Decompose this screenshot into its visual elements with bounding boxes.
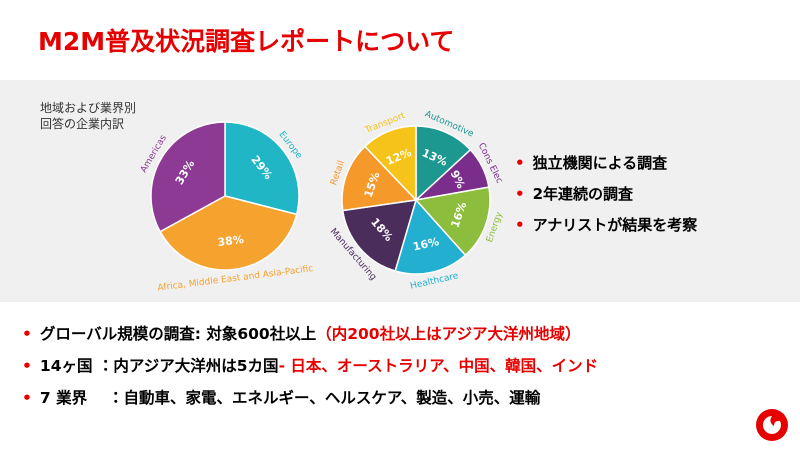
- chart-caption: 地域および業界別 回答の企業内訳: [40, 100, 136, 132]
- bullet-dot: •: [515, 185, 525, 203]
- pie-slice: [415, 125, 472, 202]
- bullet-text: 2年連続の調査: [532, 185, 634, 203]
- pie-slice: [159, 195, 298, 271]
- bullet-text: - 日本、オーストラリア、中国、韓国、インド: [278, 357, 599, 375]
- value-label: 38%: [217, 233, 245, 249]
- bullet-dot: •: [515, 216, 525, 234]
- slide-title: M2M普及状況調査レポートについて: [38, 27, 455, 56]
- bullet-text: （内200社以上はアジア大洋州地域）: [316, 325, 581, 343]
- bullet-text: アナリストが結果を考察: [532, 216, 698, 234]
- bullet-text: 7 業界 ：自動車、家電、エネルギー、ヘルスケア、製造、小売、運輸: [39, 389, 541, 407]
- logo: [756, 409, 788, 441]
- caption-line: 回答の企業内訳: [40, 117, 125, 131]
- bullet-item: • 14ヶ国 ：内アジア大洋州は5カ国- 日本、オーストラリア、中国、韓国、インド: [22, 350, 598, 382]
- bullet-dot: •: [515, 154, 525, 172]
- bullet-item: • 7 業界 ：自動車、家電、エネルギー、ヘルスケア、製造、小売、運輸: [22, 382, 598, 414]
- bullet-text: 独立機関による調査: [532, 154, 668, 172]
- bullet-item: • グローバル規模の調査: 対象600社以上（内200社以上はアジア大洋州地域）: [22, 318, 598, 350]
- side-bullets: • 独立機関による調査 • 2年連続の調査 • アナリストが結果を考察: [515, 148, 697, 241]
- pie-slice: [363, 125, 417, 202]
- pie-slice: [341, 199, 418, 272]
- pie-slice: [414, 186, 491, 257]
- bullet-dot: •: [22, 357, 32, 375]
- bullet-item: • 2年連続の調査: [515, 179, 697, 210]
- bullet-item: • アナリストが結果を考察: [515, 210, 697, 241]
- bullet-dot: •: [22, 325, 32, 343]
- bullet-item: • 独立機関による調査: [515, 148, 697, 179]
- pie-slice: [394, 198, 467, 275]
- bottom-bullets: • グローバル規模の調査: 対象600社以上（内200社以上はアジア大洋州地域） •…: [22, 318, 598, 414]
- bullet-text: 14ヶ国 ：内アジア大洋州は5カ国: [39, 357, 279, 375]
- value-label: 16%: [412, 235, 441, 253]
- pie-slice: [341, 145, 418, 212]
- caption-line: 地域および業界別: [40, 101, 137, 115]
- pie-slice: [150, 121, 226, 233]
- pie-slice: [224, 121, 300, 216]
- bullet-dot: •: [22, 389, 32, 407]
- bullet-text: グローバル規模の調査: 対象600社以上: [39, 325, 317, 343]
